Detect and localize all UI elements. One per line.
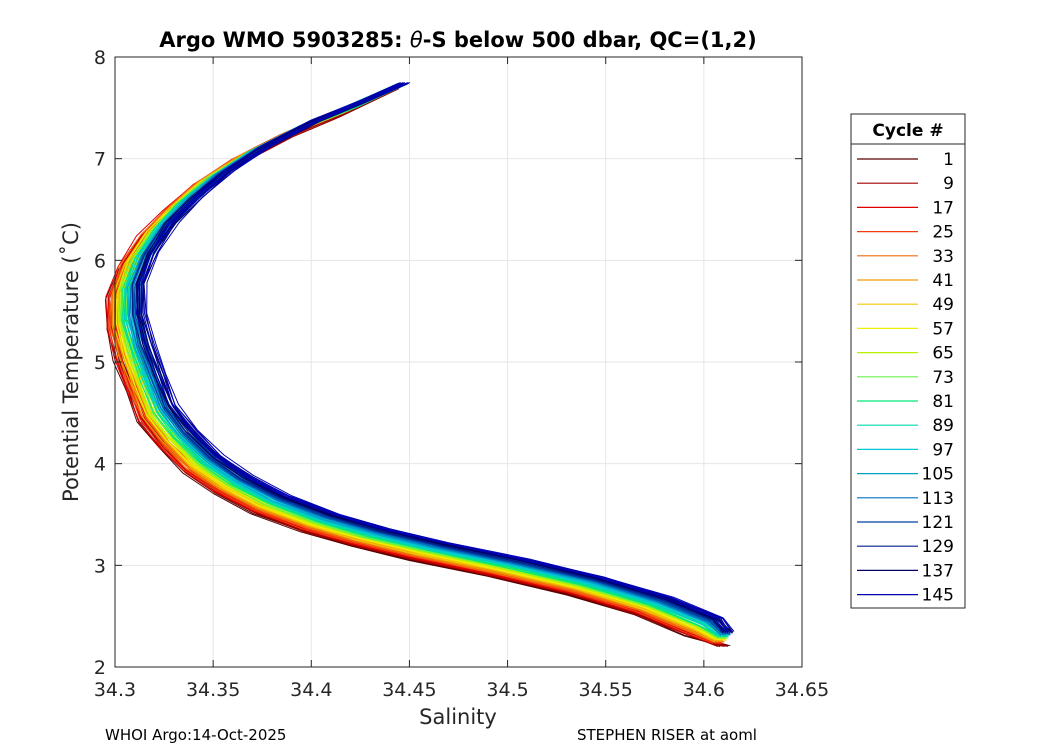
legend-label-89: 89 (932, 416, 954, 436)
x-tick-label: 34.35 (186, 679, 240, 701)
y-tick-label: 6 (94, 250, 106, 272)
y-axis-label: Potential Temperature (˚C) (59, 222, 83, 502)
legend-label-25: 25 (932, 223, 954, 243)
legend-label-1: 1 (943, 150, 954, 170)
x-tick-label: 34.5 (486, 679, 528, 701)
y-tick-label: 2 (94, 657, 106, 679)
series-line-57 (115, 85, 718, 641)
legend-label-137: 137 (922, 561, 954, 581)
x-axis-label: Salinity (419, 705, 497, 729)
legend-label-49: 49 (932, 295, 954, 315)
x-tick-label: 34.6 (683, 679, 725, 701)
chart-title: Argo WMO 5903285: θ-S below 500 dbar, QC… (159, 28, 756, 52)
series-lines (104, 82, 735, 648)
legend-label-41: 41 (932, 271, 954, 291)
y-tick-label: 8 (94, 47, 106, 69)
series-line-145 (142, 82, 732, 632)
x-tick-label: 34.4 (290, 679, 332, 701)
y-tick-label: 3 (94, 555, 106, 577)
legend-label-9: 9 (943, 174, 954, 194)
footer-left: WHOI Argo:14-Oct-2025 (105, 726, 286, 744)
legend-label-57: 57 (932, 319, 954, 339)
legend: Cycle # 1 9 17 25 33 41 49 57 65 73 81 89 97 105 113 12… (850, 113, 966, 609)
legend-box (850, 113, 966, 609)
x-tick-label: 34.45 (382, 679, 436, 701)
series-line-145 (146, 82, 735, 632)
legend-label-65: 65 (932, 344, 954, 364)
series-line-41 (111, 86, 716, 643)
legend-label-105: 105 (922, 465, 954, 485)
legend-label-73: 73 (932, 368, 954, 388)
series-145 (135, 82, 735, 632)
footer-right: STEPHEN RISER at aoml (577, 726, 757, 744)
legend-label-97: 97 (932, 440, 954, 460)
legend-label-33: 33 (932, 247, 954, 267)
y-tick-label: 5 (94, 352, 106, 374)
x-tick-label: 34.55 (579, 679, 633, 701)
legend-label-121: 121 (922, 513, 954, 533)
legend-label-81: 81 (932, 392, 954, 412)
legend-label-113: 113 (922, 489, 954, 509)
legend-label-129: 129 (922, 537, 954, 557)
axis-ticks: 34.3 34.35 34.4 34.45 34.5 34.55 34.6 34.65 2 3 4 5… (94, 47, 829, 701)
y-tick-label: 4 (94, 454, 106, 476)
legend-entries: 1 9 17 25 33 41 49 57 65 73 81 89 97 105 113 121 129 137 1… (857, 150, 954, 606)
x-tick-label: 34.3 (94, 679, 136, 701)
legend-label-145: 145 (922, 586, 954, 606)
series-line-145 (142, 82, 730, 632)
series-line-113 (129, 83, 722, 636)
x-tick-label: 34.65 (775, 679, 829, 701)
y-tick-label: 7 (94, 149, 106, 171)
legend-title: Cycle # (872, 121, 943, 141)
legend-label-17: 17 (932, 198, 954, 218)
